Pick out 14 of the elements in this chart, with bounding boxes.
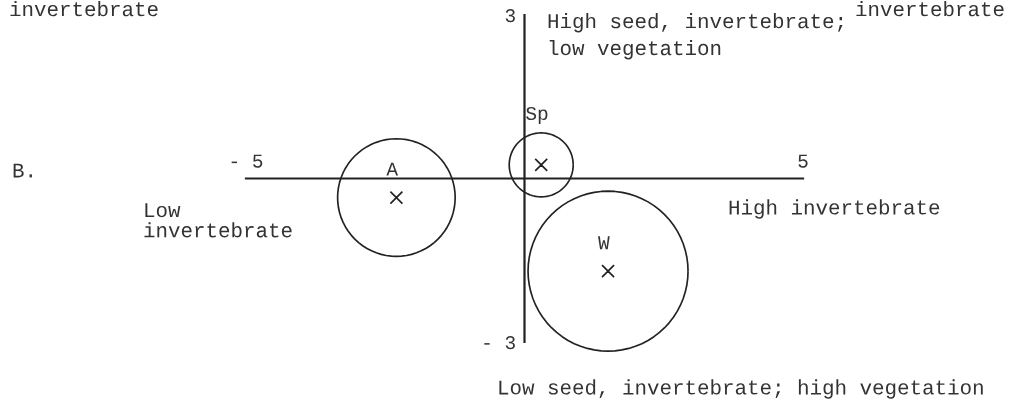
y-tick-label: 3 — [505, 9, 515, 23]
series-label: A — [386, 162, 399, 176]
annotation: Low invertebrate — [144, 203, 292, 238]
text: B. — [13, 163, 32, 178]
x-tick-label: 5 — [798, 154, 808, 168]
x-axis-title: High invertebrate — [729, 199, 940, 219]
text: invertebrate — [10, 1, 158, 17]
y-tick-label: - 3 — [484, 336, 515, 350]
y-axis-title: High seed, invertebrate; low vegetation — [548, 13, 843, 60]
x-tick-label: - 5 — [231, 154, 263, 168]
text: W — [598, 236, 610, 250]
series-label: Sp — [526, 106, 548, 124]
text: invertebrate — [856, 1, 1004, 17]
text: Low seed, invertebrate; high vegetation — [499, 379, 983, 399]
